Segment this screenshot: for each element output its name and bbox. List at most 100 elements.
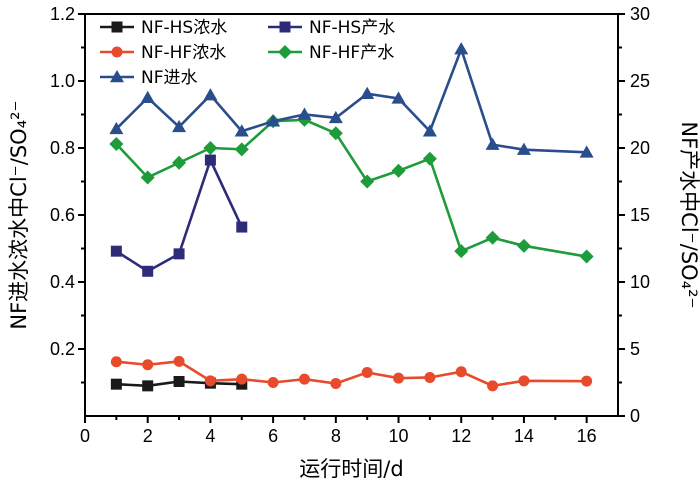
y-left-tick-label: 0.2 — [50, 339, 75, 359]
x-tick-label: 8 — [331, 426, 341, 446]
y-right-tick-label: 15 — [630, 205, 650, 225]
data-point — [298, 373, 310, 385]
data-point — [173, 375, 185, 387]
data-point — [173, 355, 185, 367]
y-right-tick-label: 30 — [630, 4, 650, 24]
series-5 — [109, 42, 594, 158]
x-tick-label: 14 — [514, 426, 534, 446]
y-left-tick-label: 0.8 — [50, 138, 75, 158]
data-point — [518, 375, 530, 387]
x-axis-title: 运行时间/d — [299, 457, 403, 481]
legend-item: NF-HS浓水 — [100, 18, 227, 38]
data-point — [360, 86, 375, 99]
data-point — [328, 110, 343, 124]
data-point — [236, 221, 248, 233]
data-point — [391, 163, 406, 178]
data-point — [297, 107, 312, 120]
legend-label: NF-HS产水 — [309, 18, 395, 38]
data-point — [109, 136, 124, 151]
axes-layer: 0 2 4 6 8 10 12 14 16 0.2 0.4 0.6 0.8 1.0 1.2 0 5 10 15 20 2… — [50, 4, 650, 446]
data-point — [516, 142, 531, 155]
data-point — [236, 373, 248, 385]
data-point — [142, 380, 154, 392]
series-layer — [109, 42, 594, 392]
y-right-tick-label: 0 — [630, 406, 640, 426]
data-point — [172, 119, 187, 133]
legend-marker — [110, 70, 124, 83]
data-point — [110, 378, 122, 390]
legend-label: NF-HF产水 — [309, 43, 394, 63]
data-point — [203, 141, 218, 155]
data-point — [454, 42, 469, 55]
legend-label: NF-HS浓水 — [141, 18, 227, 38]
data-point — [360, 174, 375, 189]
data-point — [328, 126, 343, 141]
series-1 — [110, 375, 248, 392]
series-3 — [110, 355, 593, 392]
data-point — [579, 145, 594, 158]
series-4 — [109, 112, 594, 264]
data-point — [267, 377, 279, 388]
x-tick-label: 6 — [268, 426, 278, 446]
data-point — [485, 230, 500, 245]
data-point — [173, 248, 185, 260]
legend-marker — [279, 21, 291, 33]
data-point — [110, 245, 122, 257]
legend-label: NF-HF浓水 — [141, 43, 226, 63]
y-left-tick-label: 0.4 — [50, 272, 75, 292]
data-point — [330, 378, 342, 390]
x-tick-label: 10 — [389, 426, 409, 446]
data-point — [422, 151, 437, 166]
legend-item: NF-HS产水 — [268, 18, 395, 38]
data-point — [485, 137, 500, 150]
data-point — [142, 359, 154, 371]
data-point — [361, 366, 373, 378]
y-right-axis-title: NF产水中Cl⁻/SO₄²⁻ — [677, 121, 700, 308]
data-point — [266, 114, 281, 127]
data-point — [140, 170, 155, 185]
series-line — [115, 118, 587, 258]
data-point — [204, 375, 216, 387]
legend: NF-HS浓水 NF-HS产水 NF-HF浓水 NF-HF产水 NF进水 — [100, 18, 395, 88]
data-point — [203, 88, 218, 101]
data-point — [581, 375, 593, 387]
y-right-tick-label: 25 — [630, 71, 650, 91]
series-2 — [110, 154, 248, 277]
legend-marker — [111, 21, 123, 33]
legend-item: NF进水 — [100, 68, 198, 88]
legend-marker — [111, 46, 123, 58]
legend-item: NF-HF产水 — [268, 43, 394, 63]
x-tick-label: 0 — [80, 426, 90, 446]
data-point — [393, 372, 405, 384]
data-point — [172, 155, 187, 170]
y-left-tick-label: 1.0 — [50, 71, 75, 91]
data-point — [391, 91, 406, 104]
y-right-tick-label: 20 — [630, 138, 650, 158]
x-tick-label: 12 — [451, 426, 471, 446]
x-tick-label: 4 — [205, 426, 215, 446]
data-point — [454, 244, 469, 259]
legend-label: NF进水 — [141, 68, 198, 88]
data-point — [142, 265, 154, 277]
axis-titles: 运行时间/d NF进水浓水中Cl⁻/SO₄²⁻ NF产水中Cl⁻/SO₄²⁻ — [7, 100, 700, 481]
data-point — [140, 90, 155, 103]
data-point — [422, 124, 437, 137]
data-point — [455, 366, 467, 378]
y-left-tick-label: 0.6 — [50, 205, 75, 225]
x-tick-label: 2 — [143, 426, 153, 446]
y-right-tick-label: 10 — [630, 272, 650, 292]
data-point — [579, 249, 594, 264]
x-tick-label: 16 — [577, 426, 597, 446]
data-point — [204, 154, 216, 166]
y-right-tick-label: 5 — [630, 339, 640, 359]
data-point — [109, 121, 124, 135]
data-point — [234, 142, 249, 157]
legend-item: NF-HF浓水 — [100, 43, 226, 63]
data-point — [424, 371, 436, 383]
data-point — [487, 380, 499, 392]
data-point — [516, 238, 531, 253]
y-left-axis-title: NF进水浓水中Cl⁻/SO₄²⁻ — [7, 100, 31, 329]
y-left-tick-label: 1.2 — [50, 4, 75, 24]
